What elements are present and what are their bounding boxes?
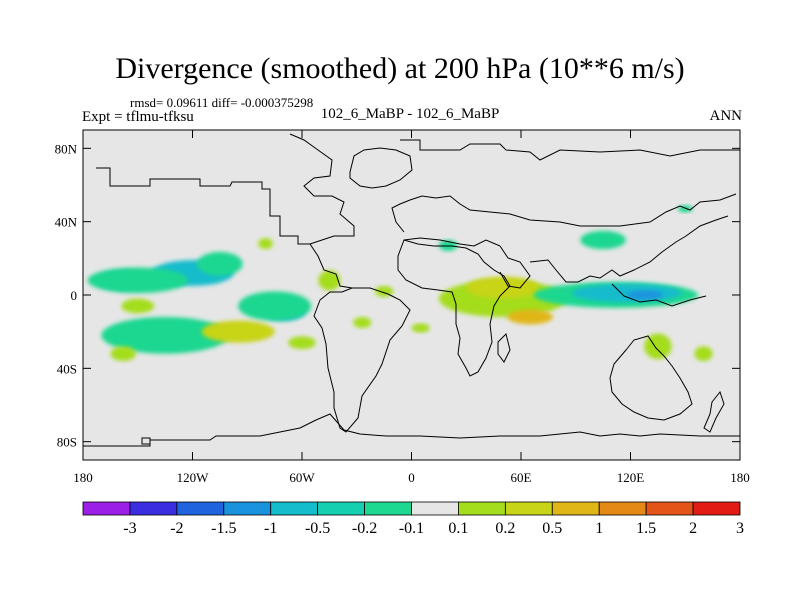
- y-tick-label: 80S: [57, 435, 77, 450]
- stats-text: rmsd= 0.09611 diff= -0.000375298: [130, 95, 314, 110]
- coastline-madagascar: [497, 333, 511, 363]
- coastline-central-america: [309, 243, 353, 289]
- coastline-island-small: [141, 437, 151, 445]
- colorbar-label: -1: [264, 520, 277, 537]
- contour-region: [572, 284, 682, 303]
- colorbar-label: 2: [689, 520, 697, 537]
- colorbar-label: 1.5: [636, 520, 656, 537]
- x-tick-label: 120W: [177, 470, 210, 485]
- y-axis: 80N 40N 0 40S 80S: [55, 141, 740, 450]
- colorbar-swatch: [270, 501, 319, 516]
- colorbar-swatch: [551, 501, 600, 516]
- coastline-new-zealand: [703, 390, 725, 433]
- x-tick-label: 120E: [617, 470, 645, 485]
- colorbar-label: 0.5: [542, 520, 562, 537]
- colorbar-label: -0.5: [305, 520, 330, 537]
- coastline-north-america: [96, 133, 355, 245]
- x-axis: 180 120W 60W 0 60E 120E 180: [73, 130, 750, 485]
- colorbar-swatch: [82, 501, 131, 516]
- coastline-mediterranean: [403, 237, 501, 247]
- coastline-australia: [609, 335, 693, 421]
- contour-region: [353, 317, 372, 328]
- coastline-arctic-north: [400, 139, 740, 161]
- x-tick-label: 0: [408, 470, 415, 485]
- contour-region: [626, 290, 664, 300]
- contour-region: [201, 320, 275, 343]
- colorbar-swatch: [458, 501, 506, 516]
- contour-region: [466, 276, 540, 299]
- contour-region: [580, 230, 626, 250]
- x-tick-label: 180: [730, 470, 750, 485]
- colorbar-swatch: [364, 501, 412, 516]
- colorbar-swatch: [598, 501, 647, 516]
- contour-region: [197, 251, 243, 276]
- y-tick-label: 40N: [55, 215, 78, 230]
- contour-region: [288, 336, 316, 350]
- coastline-europe: [391, 193, 737, 233]
- contour-region: [507, 309, 553, 325]
- coastline-southeast-asia: [611, 283, 707, 307]
- colorbar-swatch: [223, 501, 272, 516]
- colorbar-swatch: [176, 501, 225, 516]
- coastline-arabia: [499, 245, 531, 289]
- coastline-asia-south: [529, 215, 729, 283]
- season-label: ANN: [709, 108, 743, 124]
- colorbar-label: 1: [595, 520, 603, 537]
- coastline-africa: [397, 239, 511, 377]
- colorbar-swatch: [692, 501, 741, 516]
- x-tick-label: 180: [73, 470, 93, 485]
- x-tick-label: 60E: [511, 470, 532, 485]
- coastline-south-america: [313, 287, 411, 433]
- colorbar-label: -0.1: [399, 520, 424, 537]
- contour-region: [644, 333, 672, 360]
- colorbar-label: -2: [170, 520, 183, 537]
- colorbar-label: 0.2: [495, 520, 515, 537]
- contour-region: [110, 346, 136, 361]
- contour-fill-layer: [87, 205, 713, 361]
- contour-region: [121, 298, 155, 314]
- coastline-layer: [83, 133, 740, 447]
- colorbar-swatch: [504, 501, 553, 516]
- colorbar: -3 -2 -1.5 -1 -0.5 -0.2 -0.1 0.1 0.2 0.5 1 1.5 2 3: [82, 501, 744, 537]
- contour-region: [258, 238, 273, 250]
- colorbar-label: -3: [123, 520, 136, 537]
- coastline-antarctica: [83, 413, 740, 447]
- contour-region: [87, 267, 188, 294]
- contour-region: [101, 317, 229, 354]
- colorbar-label: 3: [736, 520, 744, 537]
- colorbar-label: -1.5: [211, 520, 236, 537]
- colorbar-swatch: [411, 501, 459, 516]
- contour-region: [318, 270, 341, 291]
- y-tick-label: 80N: [55, 141, 78, 156]
- y-tick-label: 40S: [57, 361, 77, 376]
- contour-region: [238, 291, 312, 321]
- experiment-label: Expt = tflmu-tfksu: [82, 109, 194, 125]
- contour-region: [694, 346, 713, 361]
- case-label: 102_6_MaBP - 102_6_MaBP: [320, 106, 500, 122]
- contour-region: [411, 323, 430, 333]
- chart-title: Divergence (smoothed) at 200 hPa (10**6 …: [115, 52, 685, 85]
- colorbar-swatch: [645, 501, 694, 516]
- colorbar-swatch: [129, 501, 178, 516]
- colorbar-label: -0.2: [352, 520, 377, 537]
- x-tick-label: 60W: [289, 470, 315, 485]
- colorbar-label: 0.1: [448, 520, 468, 537]
- colorbar-swatch: [317, 501, 365, 516]
- coastline-greenland: [349, 147, 413, 189]
- y-tick-label: 0: [71, 288, 78, 303]
